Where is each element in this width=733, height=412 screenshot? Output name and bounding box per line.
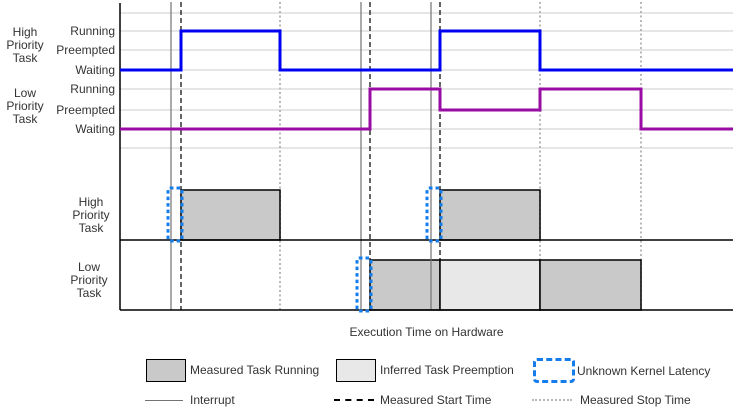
legend-interrupt-label: Interrupt bbox=[190, 393, 235, 407]
unknown-kernel-latency-box bbox=[166, 186, 184, 243]
measured-task-running-bar bbox=[539, 259, 642, 311]
low-priority-task-axis-label: Low Priority Task bbox=[6, 86, 44, 126]
state-label-running: Running bbox=[70, 24, 115, 38]
gantt-high-priority-task-label: High Priority Task bbox=[72, 195, 110, 235]
measured-task-running-swatch bbox=[146, 358, 186, 382]
legend-inferred-task-preemption-label: Inferred Task Preemption bbox=[380, 363, 514, 377]
high-priority-task-axis-label: High Priority Task bbox=[6, 25, 44, 65]
state-label-waiting: Waiting bbox=[75, 122, 115, 136]
high-priority-task-signal bbox=[120, 29, 733, 72]
state-label-waiting: Waiting bbox=[75, 63, 115, 77]
legend-interrupt: Interrupt bbox=[145, 393, 235, 407]
x-axis-label: Execution Time on Hardware bbox=[349, 325, 504, 339]
legend-measured-task-running: Measured Task Running bbox=[146, 358, 319, 382]
legend-unknown-kernel-latency-label: Unknown Kernel Latency bbox=[577, 363, 711, 378]
legend-inferred-task-preemption: Inferred Task Preemption bbox=[336, 358, 514, 382]
state-label-preempted: Preempted bbox=[56, 43, 115, 57]
legend-measured-stop-time: Measured Stop Time bbox=[532, 393, 691, 407]
unknown-kernel-latency-swatch bbox=[533, 358, 575, 383]
gantt-low-priority-task-label: Low Priority Task bbox=[70, 260, 108, 300]
legend-measured-task-running-label: Measured Task Running bbox=[190, 363, 320, 377]
inferred-task-preemption-bar bbox=[439, 259, 541, 311]
interrupt-line-swatch bbox=[145, 399, 183, 401]
unknown-kernel-latency-box bbox=[355, 256, 373, 313]
measured-start-time-line-swatch bbox=[334, 399, 374, 401]
legend-measured-start-time-label: Measured Start Time bbox=[380, 393, 492, 407]
inferred-task-preemption-swatch bbox=[336, 358, 376, 382]
measured-task-running-bar bbox=[439, 189, 541, 241]
legend-unknown-kernel-latency: Unknown Kernel Latency bbox=[533, 358, 710, 383]
state-label-preempted: Preempted bbox=[56, 103, 115, 117]
measured-task-running-bar bbox=[369, 259, 441, 311]
legend-measured-stop-time-label: Measured Stop Time bbox=[580, 393, 691, 407]
low-priority-task-signal bbox=[120, 87, 733, 131]
unknown-kernel-latency-box bbox=[425, 186, 443, 243]
legend-measured-start-time: Measured Start Time bbox=[334, 393, 492, 407]
state-label-running: Running bbox=[70, 82, 115, 96]
measured-stop-time-line-swatch bbox=[532, 399, 572, 401]
measured-task-running-bar bbox=[180, 189, 281, 241]
